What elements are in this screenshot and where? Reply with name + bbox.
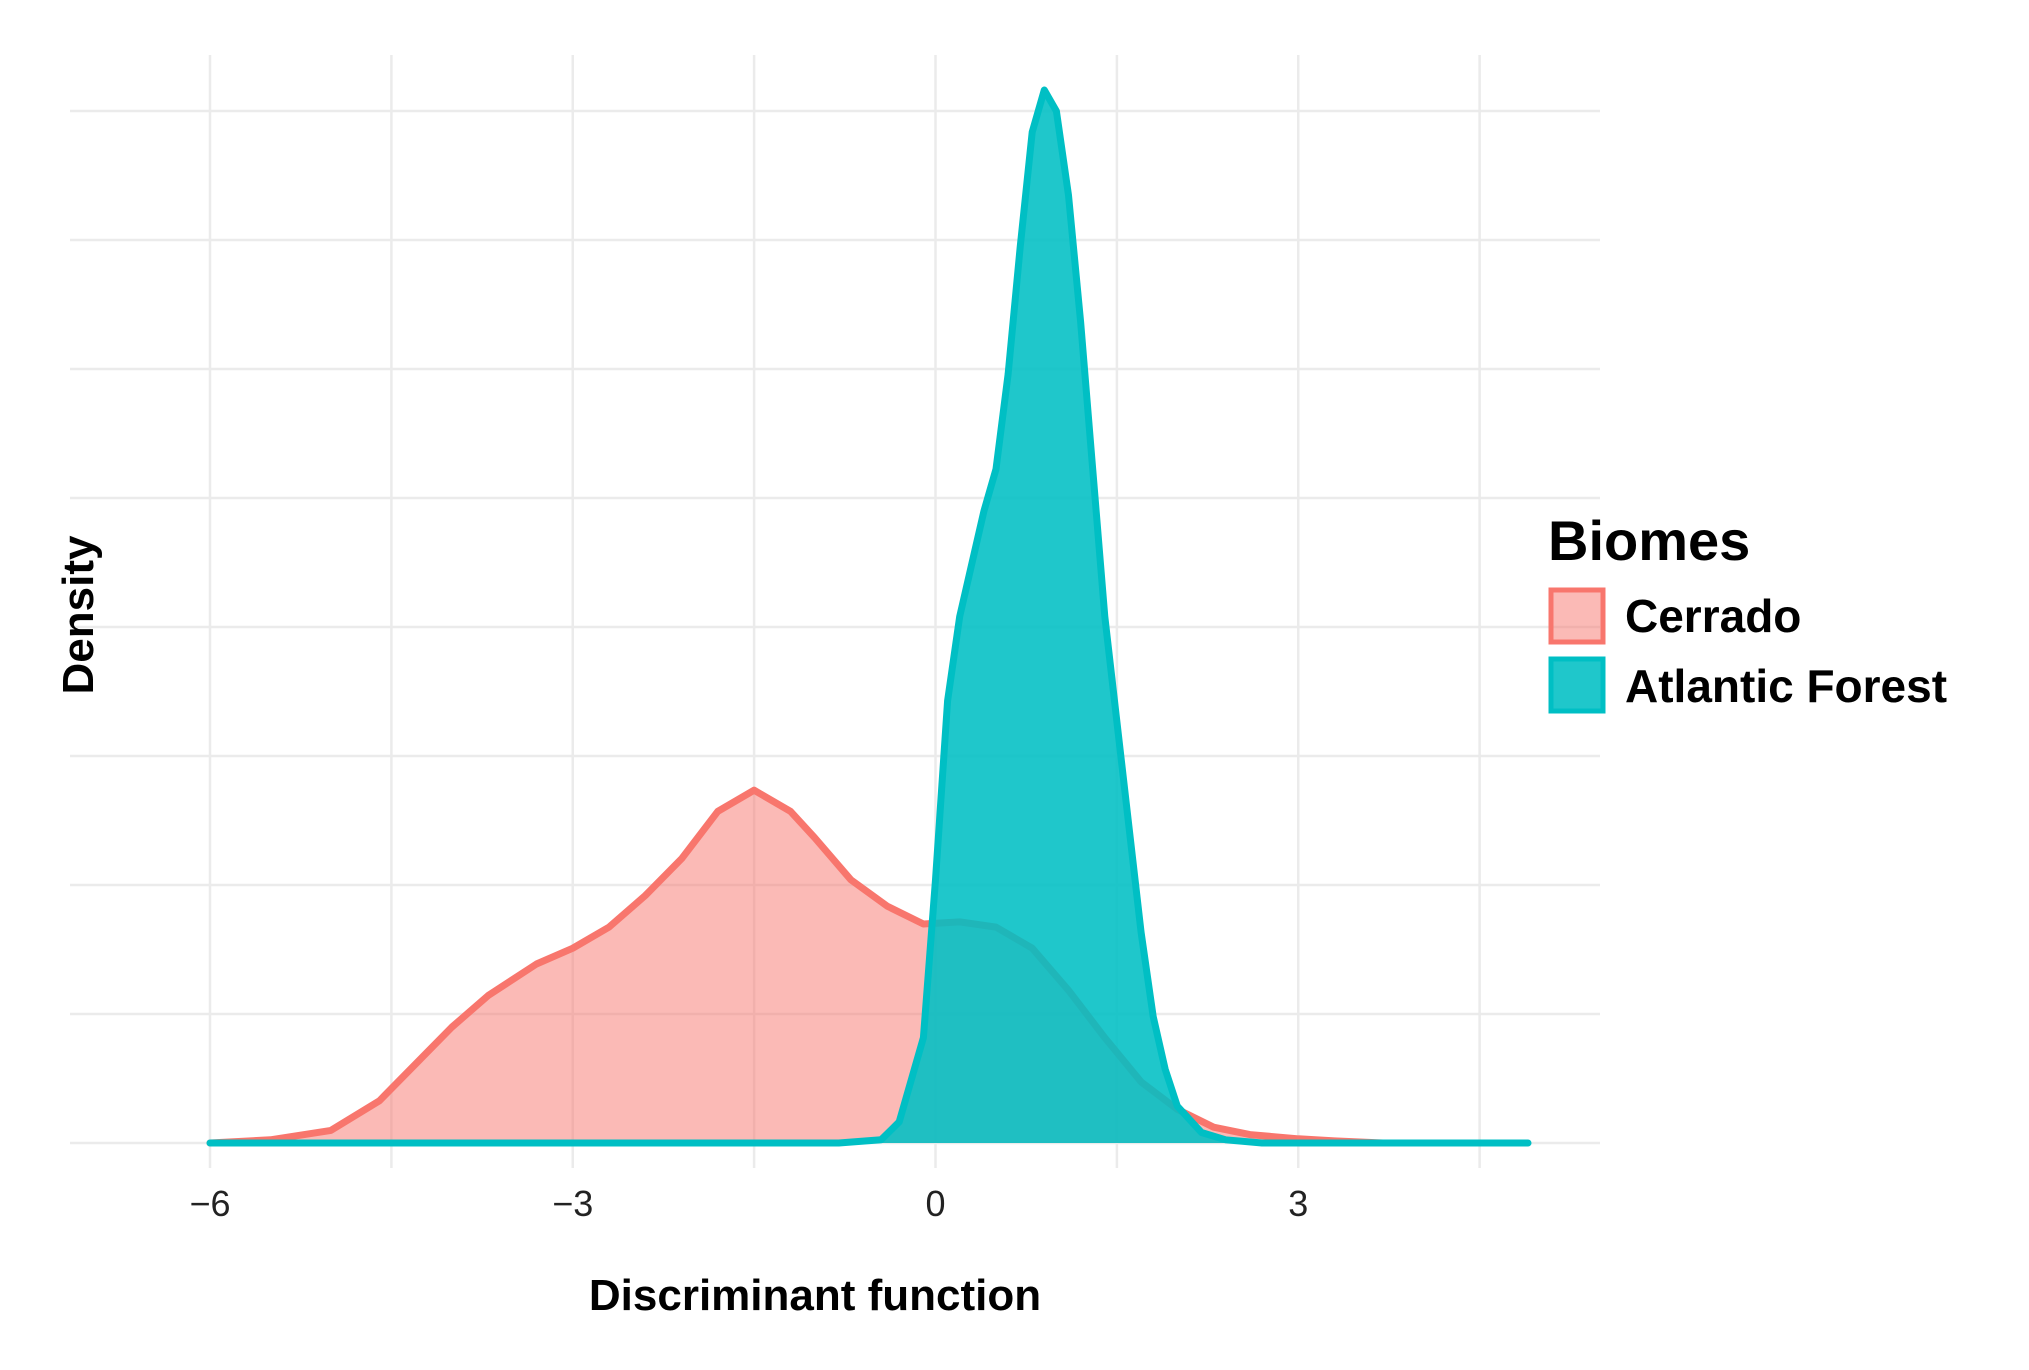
series-layer [206,86,1532,1147]
legend-title: Biomes [1548,509,1750,572]
legend: Biomes Cerrado Atlantic Forest [1548,509,1947,714]
legend-key-atlantic-forest [1548,656,1606,714]
y-axis-title: Density [54,535,103,694]
x-axis-ticks: −6 −3 0 3 [189,1183,1308,1224]
x-tick-label: 0 [925,1183,945,1224]
x-tick-label: −3 [552,1183,593,1224]
x-axis-title: Discriminant function [589,1271,1041,1320]
x-tick-label: 3 [1288,1183,1308,1224]
legend-key-cerrado [1548,587,1606,645]
density-line-atlantic-forest [206,86,1532,1147]
legend-label-atlantic-forest: Atlantic Forest [1625,660,1947,712]
legend-label-cerrado: Cerrado [1625,590,1801,642]
x-tick-label: −6 [189,1183,230,1224]
